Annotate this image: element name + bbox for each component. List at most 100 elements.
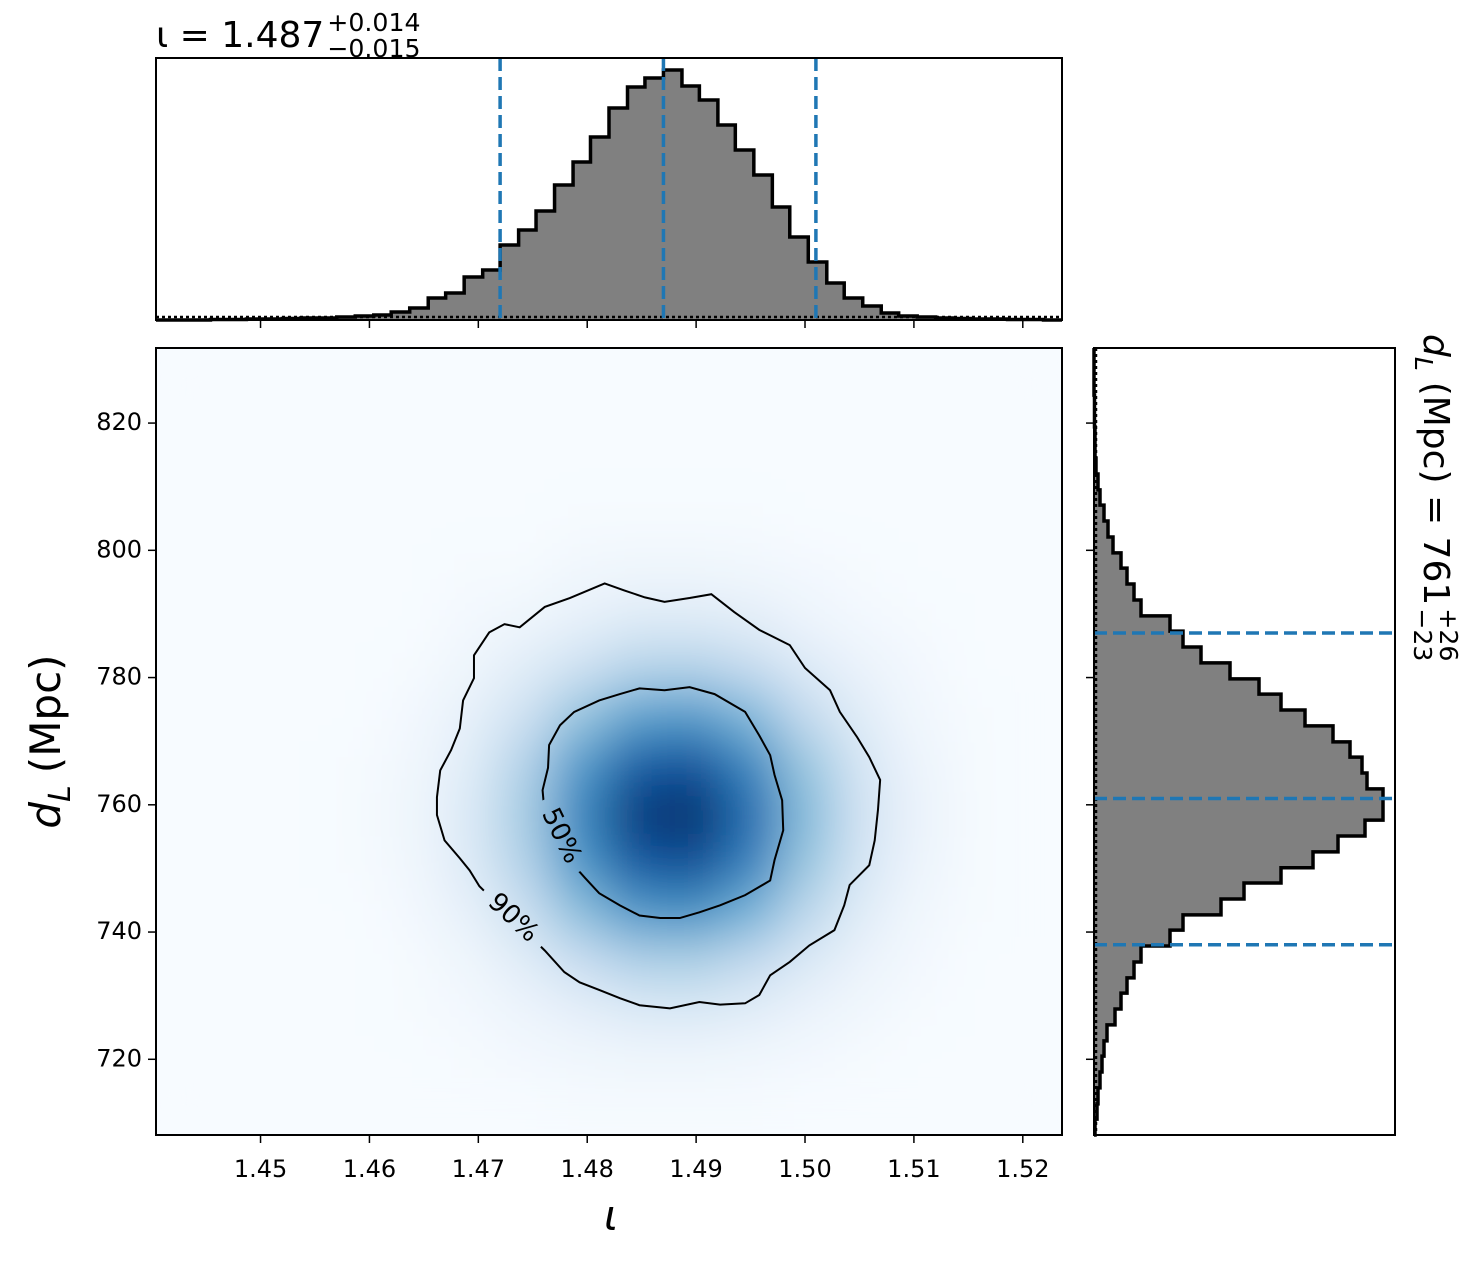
density-cell	[551, 396, 610, 447]
density-cell	[721, 495, 780, 546]
density-cell	[268, 839, 327, 890]
density-cell	[156, 888, 214, 939]
density-cell	[1004, 593, 1062, 644]
density-cell	[212, 937, 270, 988]
density-cell	[778, 445, 836, 497]
density-cell	[438, 790, 497, 841]
density-cell	[268, 544, 327, 595]
density-cell	[665, 642, 723, 693]
density-cell	[665, 445, 723, 497]
density-cell	[438, 839, 497, 890]
density-cell	[156, 790, 214, 841]
y-tick-label: 740	[96, 917, 142, 945]
density-cell	[948, 691, 1006, 742]
density-cell	[438, 937, 497, 988]
histogram-bar	[1093, 977, 1128, 994]
density-cell	[1004, 396, 1062, 447]
density-cell	[268, 691, 327, 742]
density-cell	[325, 544, 383, 595]
density-cell	[495, 396, 553, 447]
density-cell	[325, 593, 383, 644]
density-cell	[835, 888, 893, 939]
density-cell	[891, 937, 950, 988]
density-cell	[268, 642, 327, 693]
density-cell	[325, 888, 383, 939]
density-cell	[1004, 741, 1062, 792]
density-cell	[551, 937, 610, 988]
density-cell	[1004, 445, 1062, 497]
y-tick-label: 760	[96, 790, 142, 818]
density-cell	[325, 691, 383, 742]
density-cell	[268, 445, 327, 497]
density-cell	[948, 1036, 1006, 1087]
title: ι = 1.487	[156, 15, 324, 56]
density-cell	[438, 642, 497, 693]
density-cell	[835, 839, 893, 890]
density-cell	[948, 445, 1006, 497]
density-cell	[1004, 888, 1062, 939]
title-subscript: −23	[1408, 608, 1437, 661]
histogram-bar	[590, 136, 610, 321]
density-cell	[891, 1036, 950, 1087]
density-cell	[778, 1085, 836, 1135]
density-cell	[382, 888, 440, 939]
density-cell	[835, 495, 893, 546]
density-cell	[721, 445, 780, 497]
density-cell	[382, 348, 440, 398]
density-cell	[948, 642, 1006, 693]
density-cell	[778, 642, 836, 693]
density-cell	[948, 593, 1006, 644]
density-cell	[608, 839, 667, 890]
density-cell	[551, 642, 610, 693]
density-cell	[495, 839, 553, 890]
density-cell	[835, 1036, 893, 1087]
density-cell	[608, 1085, 667, 1135]
density-cell	[608, 642, 667, 693]
histogram-bar	[644, 77, 664, 321]
density-cell	[551, 888, 610, 939]
density-cell	[665, 839, 723, 890]
density-cell	[268, 593, 327, 644]
density-cell	[212, 790, 270, 841]
density-cell	[891, 495, 950, 546]
histogram-bar	[518, 229, 537, 321]
density-cell	[325, 1085, 383, 1135]
density-cell	[382, 642, 440, 693]
histogram-bar	[1093, 851, 1314, 869]
axes-frame	[155, 347, 1063, 1136]
histogram-bar	[1093, 804, 1384, 821]
density-cell	[891, 396, 950, 447]
density-cell	[268, 1036, 327, 1087]
histogram-bar	[409, 307, 429, 321]
density-cell	[891, 593, 950, 644]
density-cell	[382, 790, 440, 841]
histogram-bar	[663, 69, 683, 321]
histogram-bar	[1093, 898, 1222, 916]
x-tick-label: 1.48	[561, 1155, 614, 1183]
density-cell	[891, 986, 950, 1038]
histogram-outline	[1092, 348, 1385, 1137]
density-cell	[891, 691, 950, 742]
density-cell	[778, 790, 836, 841]
density-image	[156, 348, 1062, 1135]
density-cell	[721, 986, 780, 1038]
density-cell	[778, 741, 836, 792]
histogram-bar	[789, 236, 809, 321]
contours	[435, 582, 882, 1010]
title-symbol-subscript: L	[1409, 357, 1438, 371]
density-cell	[778, 839, 836, 890]
density-cell	[778, 691, 836, 742]
density-cell	[551, 1085, 610, 1135]
contour-line	[541, 686, 785, 920]
density-cell	[495, 937, 553, 988]
density-cell	[778, 495, 836, 546]
x-tick-label: 1.52	[996, 1155, 1049, 1183]
density-cell	[325, 642, 383, 693]
density-cell	[551, 741, 610, 792]
density-cell	[721, 1036, 780, 1087]
title-symbol: d	[1415, 334, 1456, 358]
title-text: ι = 1.487	[156, 15, 324, 56]
density-cell	[212, 1085, 270, 1135]
density-cell	[551, 1036, 610, 1087]
